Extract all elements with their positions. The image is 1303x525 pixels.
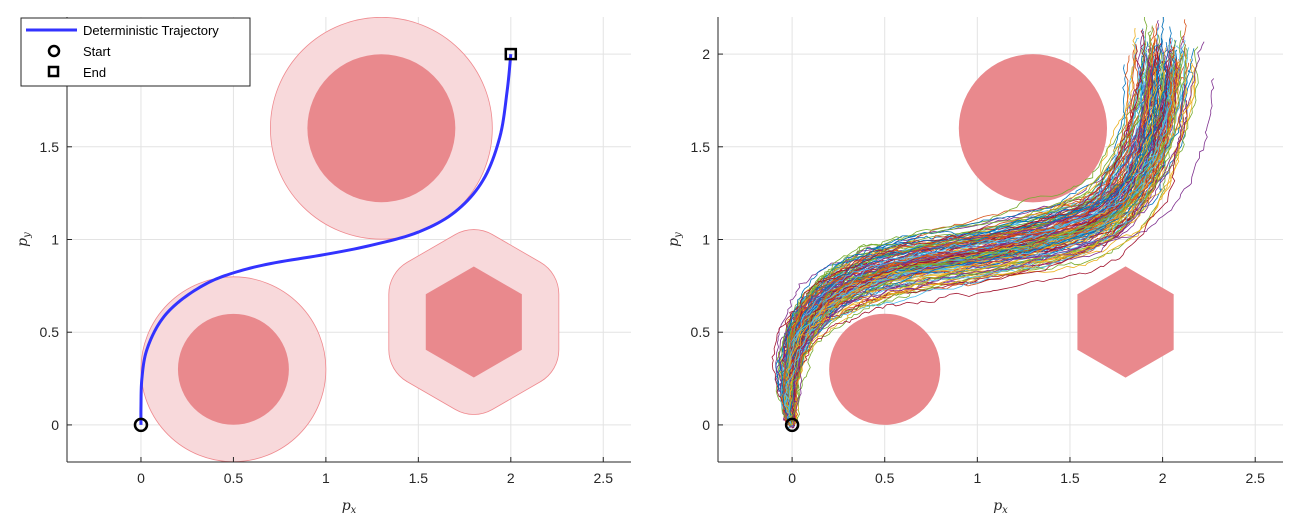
obstacle-circle xyxy=(958,54,1108,203)
y-tick-label: 2 xyxy=(702,46,710,62)
x-tick-label: 1.5 xyxy=(1060,470,1080,486)
sample-trajectory xyxy=(782,52,1152,427)
y-tick-label: 0.5 xyxy=(40,324,60,340)
y-tick-label: 0 xyxy=(702,417,710,433)
y-axis-label: py xyxy=(15,232,33,247)
x-axis-label: px xyxy=(993,498,1008,516)
sample-trajectory xyxy=(790,84,1186,429)
data-layer xyxy=(771,17,1215,429)
sample-trajectory xyxy=(784,44,1187,425)
obstacle-hexagon xyxy=(1077,266,1174,378)
x-tick-label: 2.5 xyxy=(594,470,614,486)
x-tick-label: 1 xyxy=(973,470,981,486)
plot-2: 0 0.5 1 1.5 2 2.5 0 0.5 1 1.5 2 px py xyxy=(666,17,1283,516)
legend: Deterministic Trajectory Start End xyxy=(20,17,251,87)
x-tick-label: 2 xyxy=(1159,470,1167,486)
sample-trajectory xyxy=(784,25,1153,426)
end-marker xyxy=(504,47,518,61)
deterministic-trajectory-line xyxy=(139,53,513,425)
legend-end-swatch xyxy=(47,65,60,78)
sample-trajectory xyxy=(791,54,1176,426)
obstacle-hexagon xyxy=(425,266,522,378)
data-layer xyxy=(139,17,560,462)
sample-trajectory xyxy=(784,50,1177,425)
x-tick-label: 0 xyxy=(137,470,145,486)
sample-trajectory xyxy=(784,47,1176,427)
x-axis-label-subscript: x xyxy=(351,505,357,516)
sample-trajectory xyxy=(781,26,1172,427)
x-tick-label: 0.5 xyxy=(224,470,244,486)
sample-trajectory xyxy=(789,48,1188,426)
y-tick-label: 0 xyxy=(51,417,59,433)
x-tick-label: 0.5 xyxy=(875,470,895,486)
y-axis-label-subscript: y xyxy=(22,232,33,239)
sample-trajectory xyxy=(783,85,1172,424)
x-tick-label: 2.5 xyxy=(1245,470,1265,486)
plot-1: 00.511.522.500.511.52pxpyDeterministic T… xyxy=(15,17,631,516)
sample-trajectory xyxy=(787,78,1215,429)
y-tick-label: 1.5 xyxy=(40,139,60,155)
y-axis-label-subscript: y xyxy=(673,232,684,239)
start-marker xyxy=(133,417,149,433)
legend-entry: End xyxy=(83,65,106,80)
x-tick-label: 0 xyxy=(788,470,796,486)
x-tick-label: 1 xyxy=(322,470,330,486)
sample-trajectory xyxy=(788,47,1166,428)
sample-trajectory xyxy=(783,44,1160,426)
x-axis-label-subscript: x xyxy=(1002,505,1008,516)
y-tick-label: 1 xyxy=(51,232,59,248)
obstacle-circle xyxy=(829,313,941,425)
obstacle-circle xyxy=(307,54,456,203)
x-axis-label: px xyxy=(342,498,357,516)
sample-trajectory xyxy=(784,30,1153,425)
sample-trajectory xyxy=(781,46,1178,426)
start-marker xyxy=(784,417,800,433)
y-tick-label: 0.5 xyxy=(691,324,711,340)
sample-trajectory xyxy=(787,27,1137,426)
y-tick-label: 1.5 xyxy=(691,139,711,155)
x-tick-label: 2 xyxy=(507,470,515,486)
legend-start-swatch xyxy=(47,44,61,58)
y-axis-label: py xyxy=(666,232,684,247)
x-tick-label: 1.5 xyxy=(409,470,429,486)
y-tick-label: 1 xyxy=(702,232,710,248)
sample-trajectory xyxy=(789,48,1195,426)
legend-entry: Deterministic Trajectory xyxy=(83,23,219,38)
obstacle-circle xyxy=(177,313,289,425)
legend-entry: Start xyxy=(83,44,111,59)
